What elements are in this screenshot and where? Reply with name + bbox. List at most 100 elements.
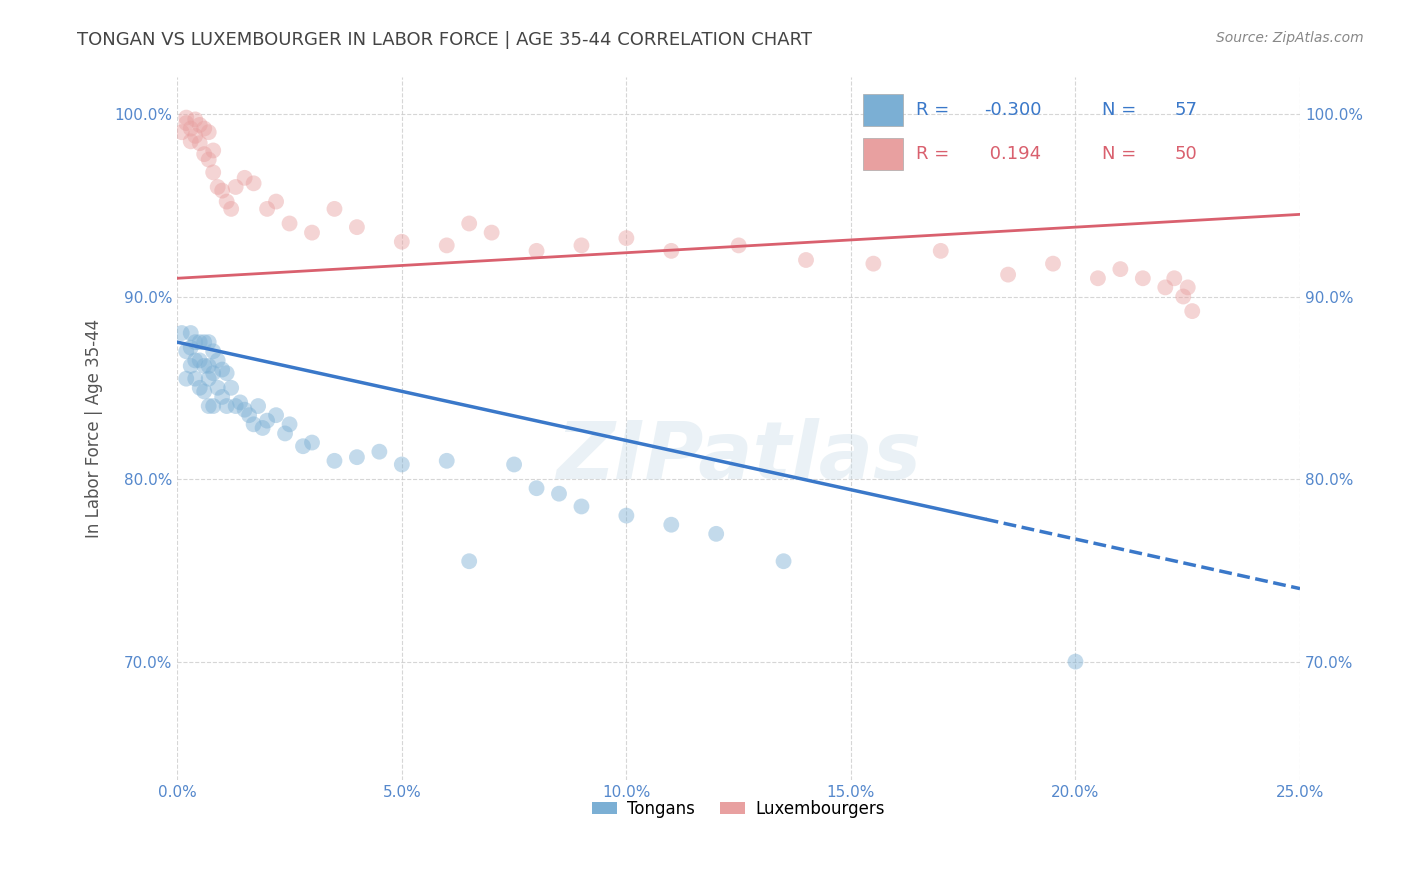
Point — [193, 384, 215, 399]
Point — [1042, 257, 1064, 271]
Point — [188, 335, 211, 350]
Point — [202, 366, 225, 380]
Point — [197, 372, 219, 386]
Point — [188, 136, 211, 150]
Point — [292, 439, 315, 453]
Point — [180, 121, 202, 136]
Point — [215, 194, 238, 209]
Point — [794, 252, 817, 267]
Point — [391, 235, 413, 249]
Point — [170, 125, 193, 139]
Point — [346, 220, 368, 235]
Point — [1109, 262, 1132, 277]
Point — [225, 399, 247, 413]
Point — [458, 217, 481, 231]
Point — [215, 366, 238, 380]
Point — [233, 170, 256, 185]
Point — [197, 153, 219, 167]
Point — [207, 353, 229, 368]
Point — [180, 326, 202, 340]
Point — [184, 128, 207, 143]
Point — [278, 417, 301, 432]
Point — [614, 231, 637, 245]
Text: Source: ZipAtlas.com: Source: ZipAtlas.com — [1216, 31, 1364, 45]
Point — [180, 134, 202, 148]
Legend: Tongans, Luxembourgers: Tongans, Luxembourgers — [586, 793, 891, 825]
Point — [1163, 271, 1185, 285]
Point — [503, 458, 526, 472]
Point — [197, 125, 219, 139]
Point — [225, 180, 247, 194]
Point — [193, 121, 215, 136]
Point — [180, 359, 202, 373]
Point — [1087, 271, 1109, 285]
Point — [481, 226, 503, 240]
Point — [188, 353, 211, 368]
Point — [184, 372, 207, 386]
Point — [193, 147, 215, 161]
Point — [772, 554, 794, 568]
Point — [174, 116, 197, 130]
Point — [197, 335, 219, 350]
Point — [659, 517, 682, 532]
Point — [301, 226, 323, 240]
Point — [174, 344, 197, 359]
Point — [242, 177, 264, 191]
Point — [170, 326, 193, 340]
Point — [233, 402, 256, 417]
Text: ZIPatlas: ZIPatlas — [557, 418, 921, 496]
Point — [229, 395, 252, 409]
Point — [727, 238, 749, 252]
Point — [571, 500, 593, 514]
Point — [215, 399, 238, 413]
Point — [614, 508, 637, 523]
Point — [247, 399, 270, 413]
Point — [323, 202, 346, 216]
Point — [193, 359, 215, 373]
Point — [219, 202, 242, 216]
Point — [526, 244, 548, 258]
Point — [202, 344, 225, 359]
Point — [436, 454, 458, 468]
Point — [1132, 271, 1154, 285]
Point — [1154, 280, 1177, 294]
Point — [219, 381, 242, 395]
Point — [207, 381, 229, 395]
Point — [188, 118, 211, 132]
Point — [301, 435, 323, 450]
Text: TONGAN VS LUXEMBOURGER IN LABOR FORCE | AGE 35-44 CORRELATION CHART: TONGAN VS LUXEMBOURGER IN LABOR FORCE | … — [77, 31, 813, 49]
Point — [458, 554, 481, 568]
Point — [180, 341, 202, 355]
Point — [862, 257, 884, 271]
Point — [929, 244, 952, 258]
Point — [256, 414, 278, 428]
Point — [571, 238, 593, 252]
Point — [436, 238, 458, 252]
Point — [242, 417, 264, 432]
Point — [197, 399, 219, 413]
Point — [188, 381, 211, 395]
Point — [256, 202, 278, 216]
Point — [202, 399, 225, 413]
Point — [197, 359, 219, 373]
Point — [211, 184, 233, 198]
Point — [264, 408, 287, 422]
Point — [264, 194, 287, 209]
Point — [548, 486, 571, 500]
Point — [174, 111, 197, 125]
Point — [202, 165, 225, 179]
Point — [174, 372, 197, 386]
Point — [184, 335, 207, 350]
Point — [184, 353, 207, 368]
Point — [252, 421, 274, 435]
Point — [1173, 289, 1195, 303]
Point — [207, 180, 229, 194]
Point — [278, 217, 301, 231]
Point — [274, 426, 297, 441]
Point — [238, 408, 260, 422]
Point — [1177, 280, 1199, 294]
Point — [526, 481, 548, 495]
Point — [323, 454, 346, 468]
Point — [704, 526, 727, 541]
Point — [211, 362, 233, 376]
